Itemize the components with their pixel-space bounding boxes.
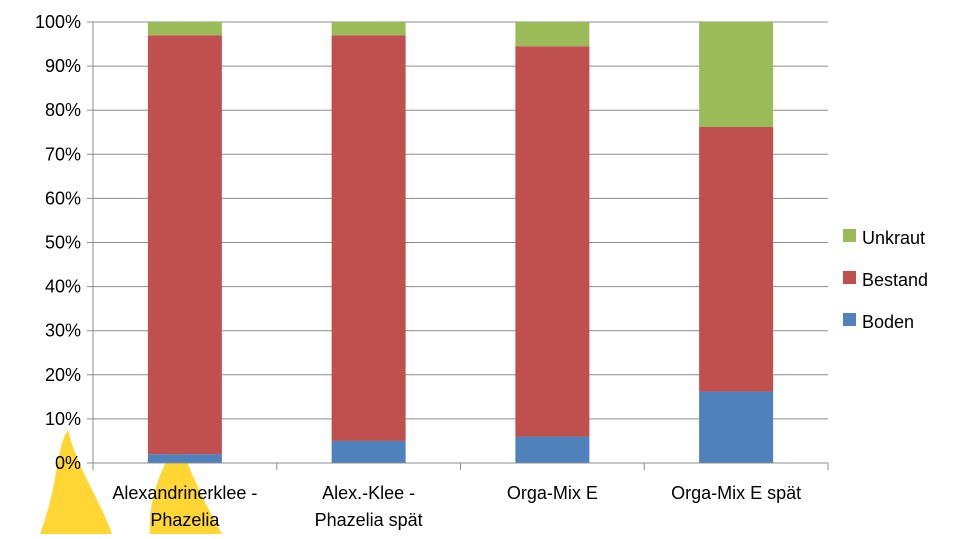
y-tick-label: 70%: [45, 144, 81, 164]
x-category-label: Orga-Mix E spät: [671, 483, 801, 503]
x-category-label: Phazelia: [150, 510, 220, 530]
bar-segment-boden: [699, 391, 774, 463]
y-tick-label: 0%: [55, 453, 81, 473]
y-tick-label: 100%: [35, 12, 81, 32]
y-tick-label: 80%: [45, 100, 81, 120]
y-tick-label: 50%: [45, 233, 81, 253]
legend-label-boden: Boden: [862, 312, 914, 332]
bar-segment-bestand: [515, 46, 590, 437]
legend-swatch-boden: [843, 313, 856, 326]
axes: 0% 10% 20% 30% 40% 50% 60% 70% 80% 90% 100% Alexand…: [35, 12, 829, 530]
bar-segment-unkraut: [331, 22, 406, 36]
y-tick-label: 10%: [45, 409, 81, 429]
bar-segment-boden: [515, 436, 590, 463]
bars: [147, 22, 774, 463]
legend-label-unkraut: Unkraut: [862, 228, 925, 248]
x-category-label: Orga-Mix E: [507, 483, 598, 503]
bar-segment-unkraut: [699, 22, 774, 127]
bar-segment-boden: [147, 454, 222, 463]
bar-segment-bestand: [331, 35, 406, 441]
y-tick-label: 90%: [45, 56, 81, 76]
legend-swatch-unkraut: [843, 229, 856, 242]
legend-label-bestand: Bestand: [862, 270, 928, 290]
x-category-label: Phazelia spät: [315, 510, 423, 530]
bar-segment-unkraut: [147, 22, 222, 36]
y-tick-label: 30%: [45, 321, 81, 341]
bar-segment-unkraut: [515, 22, 590, 47]
x-category-label: Alexandrinerklee -: [112, 483, 257, 503]
bar-segment-bestand: [147, 35, 222, 455]
y-tick-label: 60%: [45, 188, 81, 208]
y-tick-label: 20%: [45, 365, 81, 385]
legend: Unkraut Bestand Boden: [843, 228, 928, 332]
bar-segment-boden: [331, 440, 406, 463]
bar-segment-bestand: [699, 126, 774, 392]
flame-watermark-left: [40, 430, 112, 534]
x-category-label: Alex.-Klee -: [322, 483, 415, 503]
legend-swatch-bestand: [843, 271, 856, 284]
y-tick-label: 40%: [45, 277, 81, 297]
